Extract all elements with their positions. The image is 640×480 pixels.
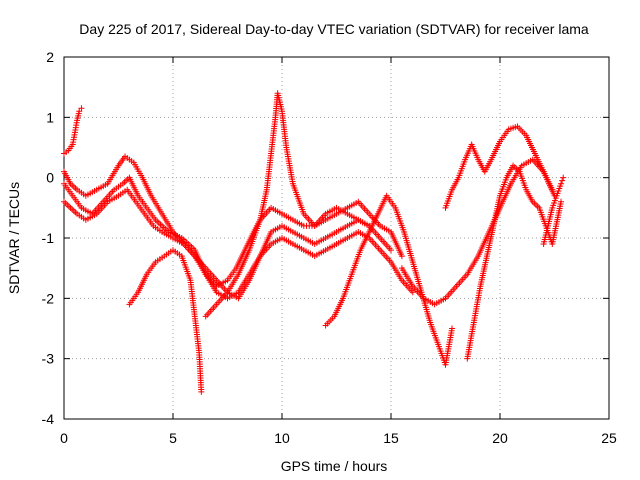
data-point <box>388 247 394 254</box>
x-tick-label: 25 <box>601 430 617 446</box>
data-points <box>61 90 567 395</box>
chart-title: Day 225 of 2017, Sidereal Day-to-day VTE… <box>79 21 589 37</box>
data-point <box>76 108 83 115</box>
data-point <box>449 325 456 332</box>
x-axis-title: GPS time / hours <box>281 458 388 474</box>
y-tick-label: 2 <box>46 49 54 65</box>
y-tick-label: 0 <box>46 170 54 186</box>
data-point <box>409 289 416 296</box>
x-tick-label: 20 <box>492 430 508 446</box>
y-tick-label: -3 <box>42 351 55 367</box>
x-tick-label: 15 <box>383 430 399 446</box>
data-point <box>558 198 565 205</box>
series-track-c <box>61 186 416 302</box>
data-point <box>559 177 566 184</box>
series-track-g <box>322 192 456 368</box>
y-tick-label: -1 <box>42 230 55 246</box>
y-tick-label: -4 <box>42 411 55 427</box>
series-track-a <box>61 174 405 290</box>
data-point <box>549 186 556 193</box>
data-point <box>198 388 205 395</box>
y-tick-label: 1 <box>46 109 54 125</box>
data-point <box>558 180 565 187</box>
x-tick-label: 10 <box>274 430 290 446</box>
data-point <box>560 174 567 181</box>
series-track-f <box>202 90 373 320</box>
series-track-k <box>540 174 567 248</box>
data-point <box>78 105 85 112</box>
axis-ticks: 0 5 10 15 20 25 -4 -3 -2 -1 0 1 2 <box>42 49 617 446</box>
y-axis-title: SDTVAR / TECUs <box>6 182 22 294</box>
x-tick-label: 5 <box>169 430 177 446</box>
y-tick-label: -2 <box>42 290 55 306</box>
x-tick-label: 0 <box>60 430 68 446</box>
series-track-j <box>464 162 565 362</box>
series-track-e <box>126 247 205 395</box>
series-track-d <box>61 105 85 157</box>
data-point <box>398 253 405 260</box>
series-track-i <box>442 123 556 211</box>
